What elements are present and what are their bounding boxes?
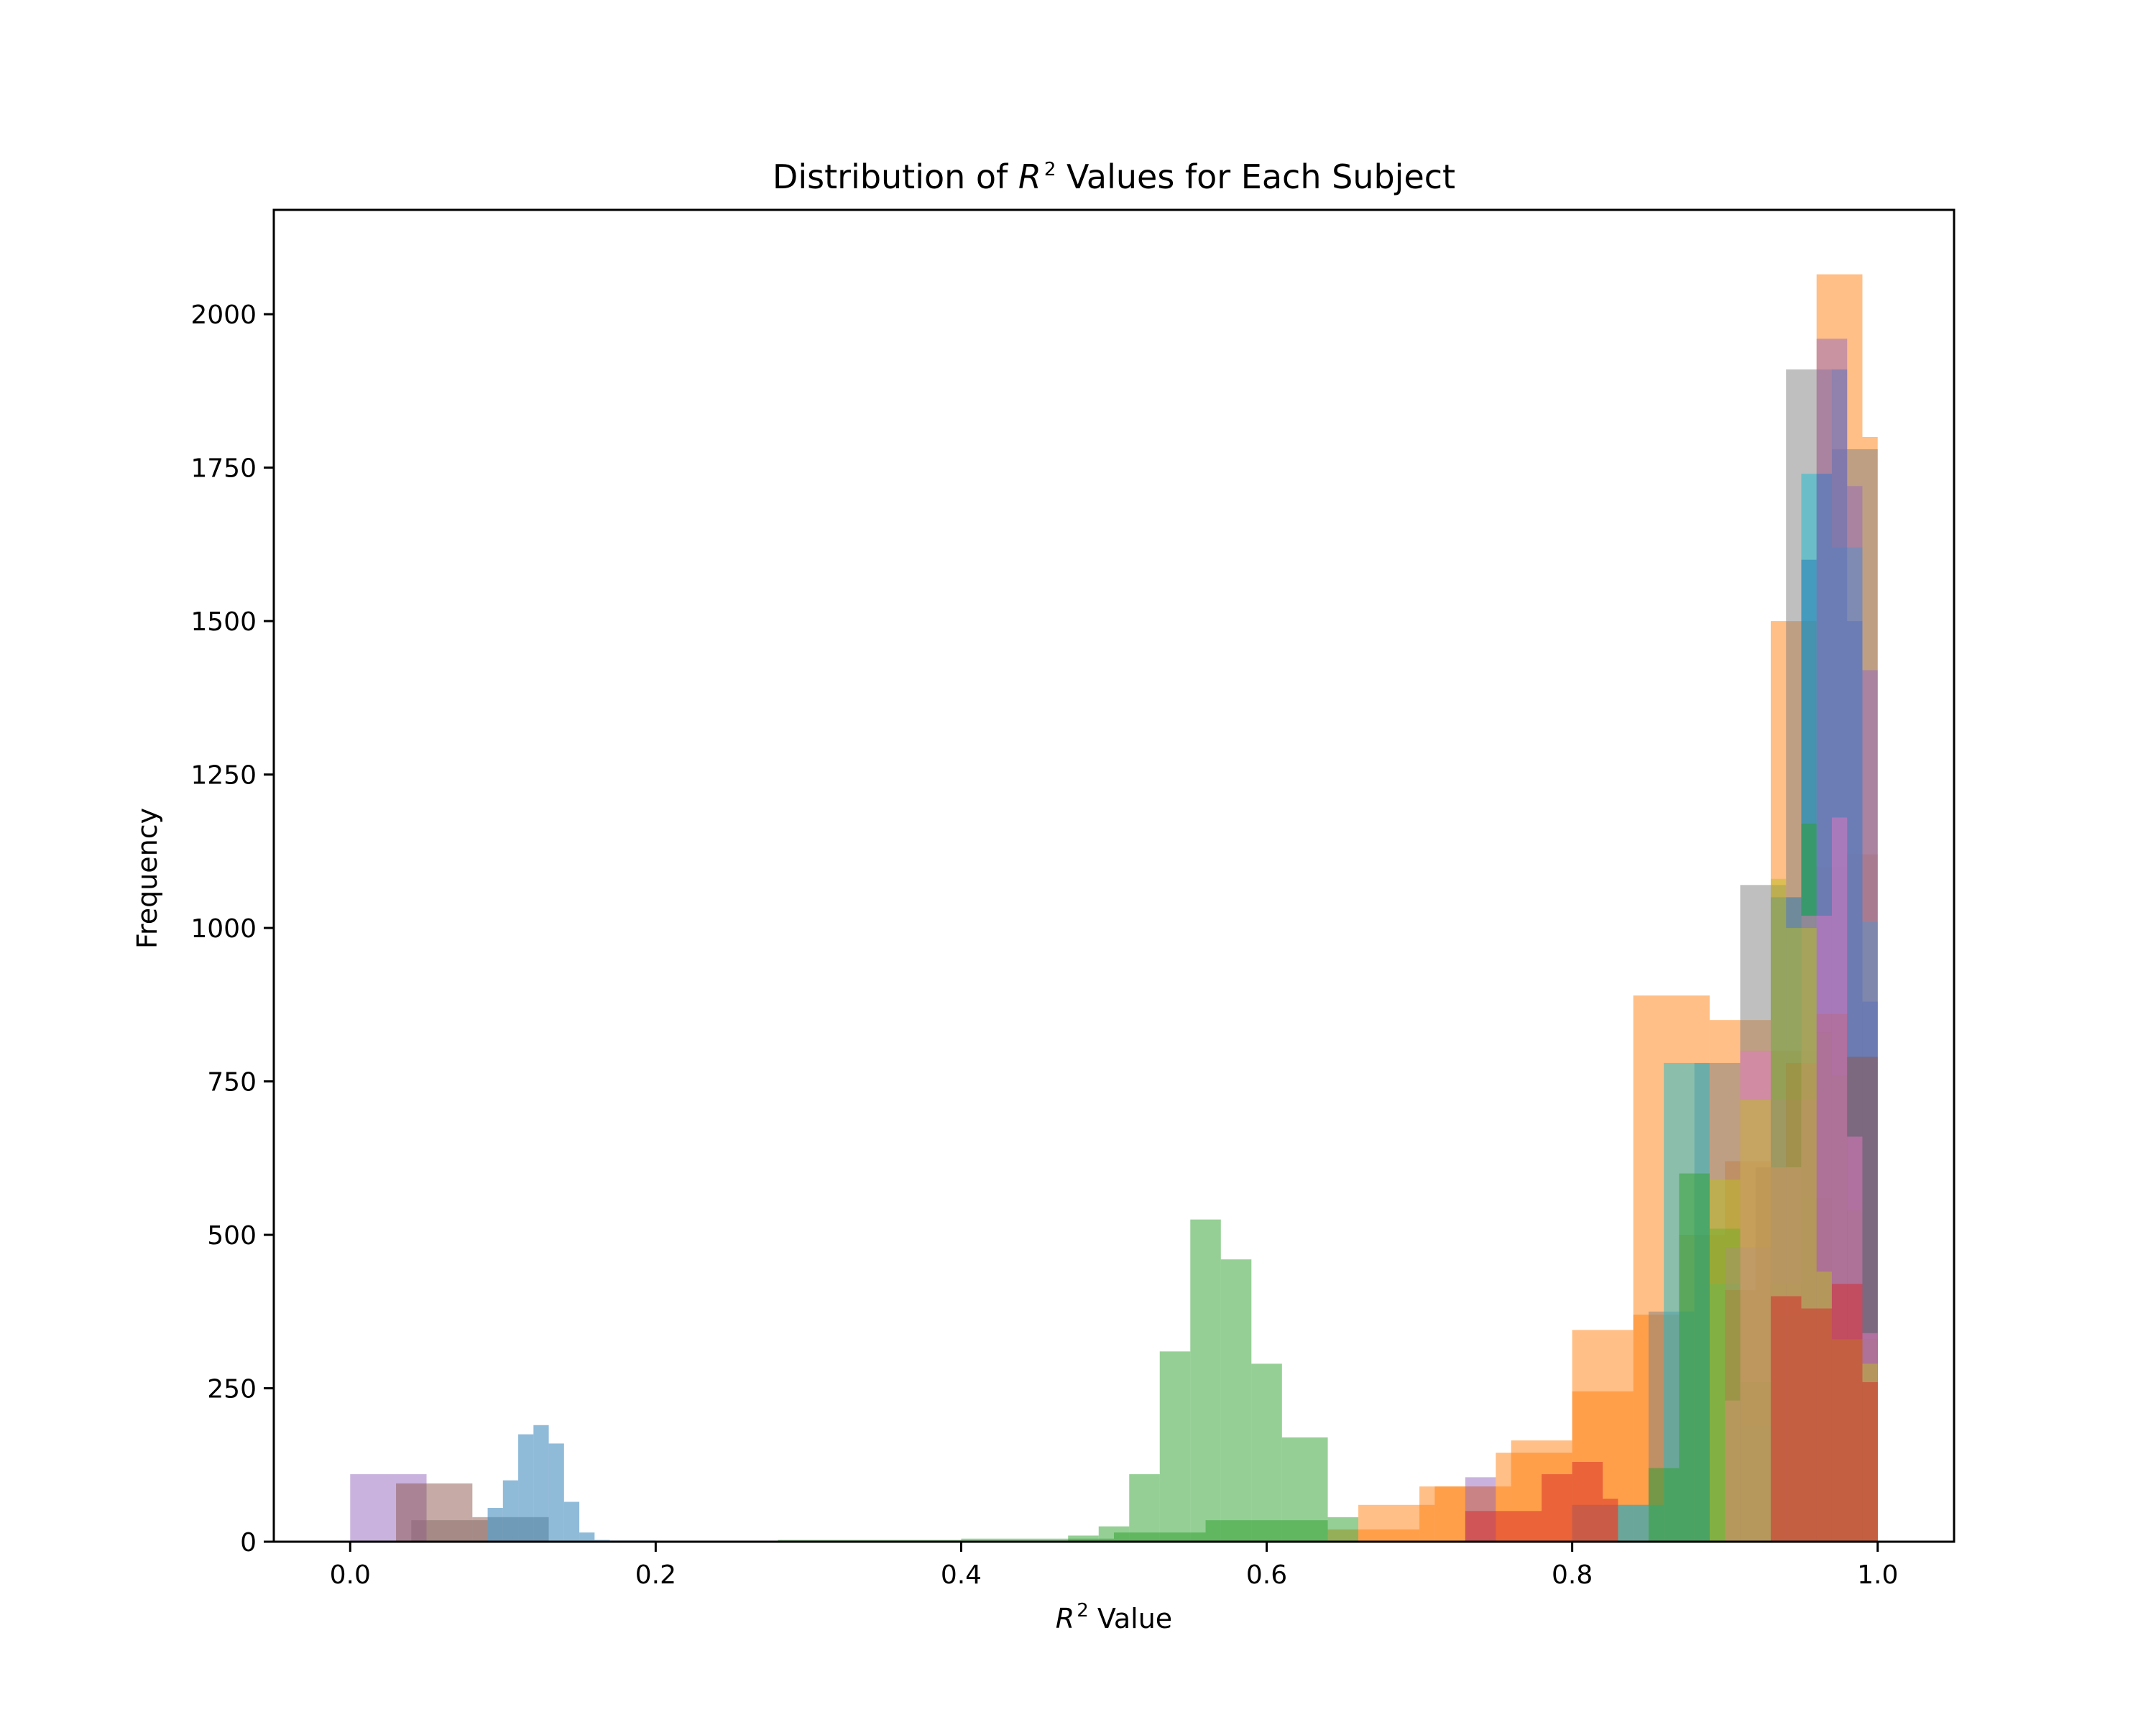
histogram-bar [487, 1508, 503, 1542]
histogram-bar [1770, 1296, 1802, 1542]
histogram-bar [1679, 1173, 1710, 1542]
x-tick-label: 0.4 [941, 1560, 982, 1590]
y-tick-label: 750 [207, 1068, 257, 1098]
histogram-bar [396, 1483, 473, 1542]
x-tick-label: 0.2 [635, 1560, 676, 1590]
histogram-bar [502, 1480, 519, 1542]
x-tick-label: 0.6 [1246, 1560, 1287, 1590]
histogram-bar [1831, 1284, 1863, 1542]
histogram-bars [350, 274, 1878, 1542]
histogram-bar [1220, 1259, 1252, 1542]
chart-title-var: R [1018, 157, 1041, 196]
y-axis-label: Frequency [132, 808, 163, 949]
histogram-bar [1251, 1363, 1282, 1542]
y-tick-label: 2000 [190, 300, 257, 330]
chart-title-suffix: Values for Each Subject [1056, 157, 1455, 196]
histogram-bar [1740, 1100, 1771, 1542]
histogram-bar [1709, 1179, 1741, 1542]
x-axis-label-suffix: Value [1089, 1603, 1172, 1634]
y-axis-ticks: 0 250 500 750 1000 1250 1500 1750 2000 [190, 300, 274, 1558]
histogram-bar [518, 1434, 534, 1542]
histogram-bar [1648, 1468, 1680, 1542]
histogram-bar [1862, 1381, 1878, 1542]
y-tick-label: 1500 [190, 607, 257, 637]
y-tick-label: 0 [240, 1528, 257, 1558]
histogram-bar [1159, 1351, 1191, 1542]
chart-title-sup: 2 [1044, 159, 1056, 180]
histogram-bar [533, 1425, 549, 1542]
histogram-bar [563, 1501, 580, 1542]
plot-frame [272, 208, 1955, 1543]
histogram-bar [1327, 1517, 1359, 1542]
y-tick-label: 500 [207, 1221, 257, 1251]
histogram-bar [1542, 1474, 1572, 1542]
y-tick-label: 1000 [190, 914, 257, 944]
histogram-bar [1572, 1461, 1603, 1542]
y-tick-label: 1750 [190, 454, 257, 484]
histogram-bar [961, 1538, 1114, 1542]
histogram-bar [548, 1443, 564, 1542]
y-tick-label: 250 [207, 1375, 257, 1404]
x-tick-label: 1.0 [1857, 1560, 1898, 1590]
histogram-bar [1603, 1499, 1618, 1542]
x-axis-ticks: 0.0 0.2 0.4 0.6 0.8 1.0 [330, 1542, 1898, 1590]
histogram-bar [472, 1517, 488, 1542]
x-tick-label: 0.0 [330, 1560, 371, 1590]
histogram-bar [1801, 1308, 1832, 1542]
x-tick-label: 0.8 [1552, 1560, 1593, 1590]
histogram-bar [579, 1532, 595, 1542]
histogram-bar [1190, 1219, 1221, 1542]
x-axis-label-sup: 2 [1077, 1600, 1089, 1622]
chart-title-prefix: Distribution of [773, 157, 1018, 196]
x-axis-label-var: R [1056, 1603, 1074, 1634]
histogram-bar [1205, 1520, 1328, 1542]
histogram-bar [1114, 1532, 1206, 1542]
histogram-bar [1129, 1474, 1160, 1542]
y-tick-label: 1250 [190, 761, 257, 791]
histogram-bar [1465, 1511, 1542, 1542]
histogram-series-11 [1465, 1284, 1878, 1542]
